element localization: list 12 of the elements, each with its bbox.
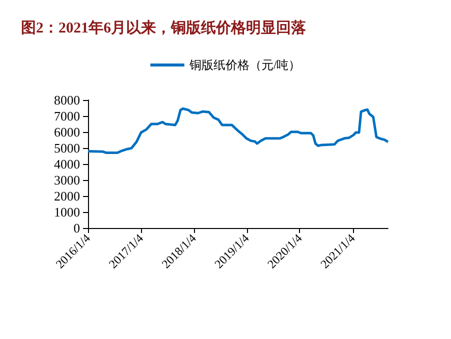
y-tick-label: 3000 — [54, 172, 80, 188]
legend-label: 铜版纸价格（元/吨） — [188, 58, 301, 72]
y-tick-label: 6000 — [54, 124, 80, 140]
y-tick-label: 5000 — [54, 140, 80, 156]
y-tick-label: 0 — [74, 220, 80, 236]
y-tick-label: 8000 — [54, 92, 80, 108]
y-tick-label: 7000 — [54, 108, 80, 124]
y-tick-label: 4000 — [54, 156, 80, 172]
y-tick-label: 1000 — [54, 204, 80, 220]
chart-title: 图2：2021年6月以来，铜版纸价格明显回落 — [21, 20, 307, 36]
line-series — [86, 107, 390, 154]
y-tick-label: 2000 — [54, 188, 80, 204]
